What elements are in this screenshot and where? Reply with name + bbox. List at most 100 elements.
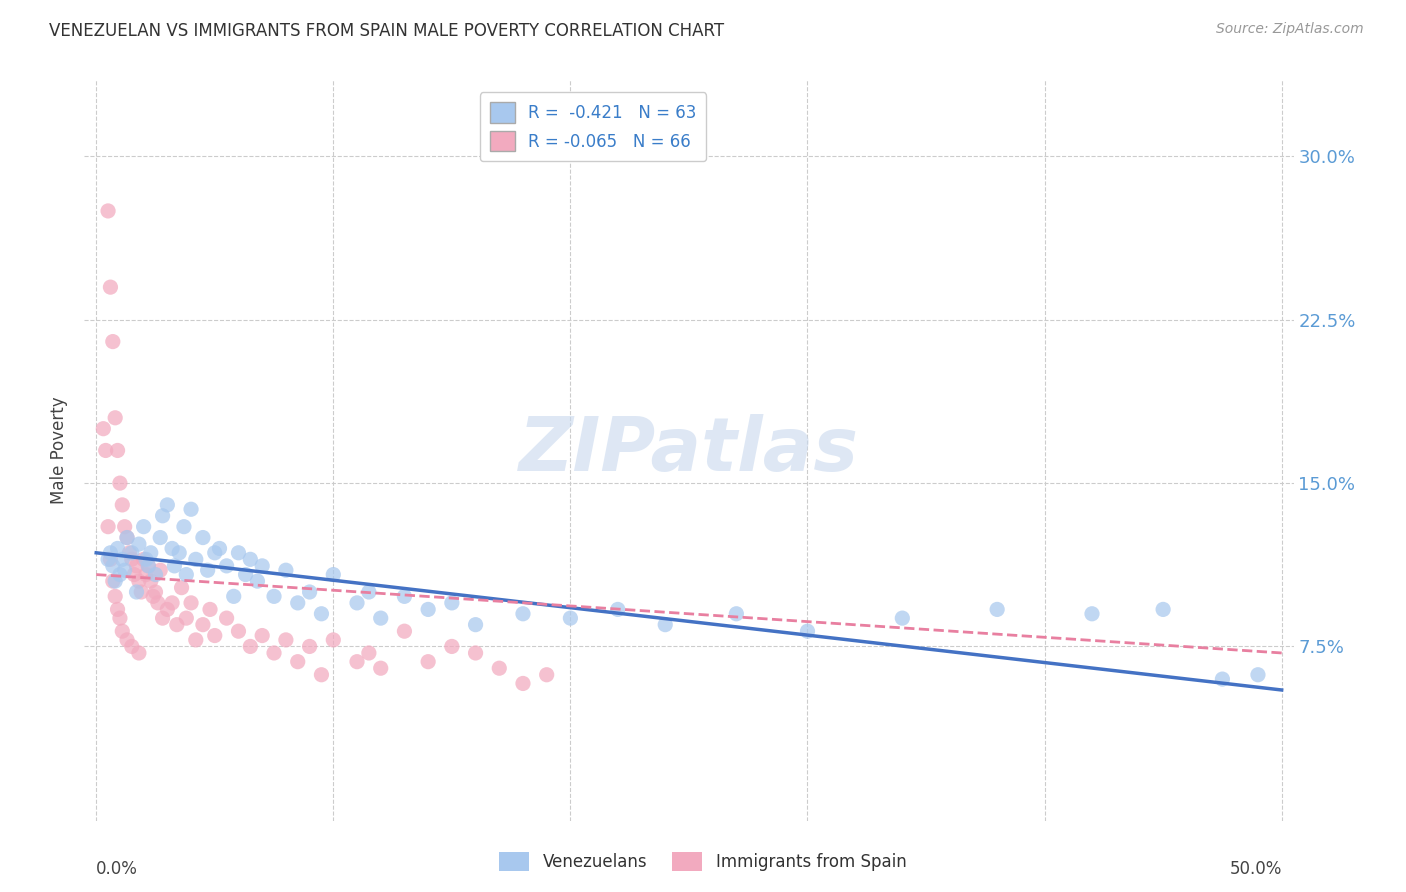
- Point: [208, 541, 231, 556]
- Point: [146, 596, 169, 610]
- Point: [1247, 667, 1270, 681]
- Point: [418, 655, 440, 669]
- Point: [156, 498, 179, 512]
- Point: [512, 676, 534, 690]
- Point: [91, 422, 114, 436]
- Point: [274, 632, 297, 647]
- Point: [115, 531, 138, 545]
- Point: [118, 546, 141, 560]
- Point: [100, 546, 122, 560]
- Point: [97, 552, 120, 566]
- Point: [222, 590, 245, 604]
- Point: [145, 567, 167, 582]
- Point: [1152, 602, 1174, 616]
- Point: [204, 546, 226, 560]
- Point: [228, 624, 250, 639]
- Point: [654, 617, 676, 632]
- Point: [180, 596, 202, 610]
- Point: [173, 519, 195, 533]
- Point: [176, 611, 198, 625]
- Point: [115, 531, 138, 545]
- Point: [274, 563, 297, 577]
- Point: [139, 574, 162, 588]
- Point: [170, 581, 193, 595]
- Point: [160, 541, 183, 556]
- Point: [115, 632, 138, 647]
- Point: [560, 611, 582, 625]
- Text: ZIPatlas: ZIPatlas: [519, 414, 859, 487]
- Point: [121, 552, 143, 566]
- Point: [263, 646, 285, 660]
- Point: [97, 203, 120, 218]
- Point: [198, 602, 221, 616]
- Point: [418, 602, 440, 616]
- Point: [536, 667, 558, 681]
- Point: [114, 519, 136, 533]
- Point: [1081, 607, 1104, 621]
- Point: [101, 558, 124, 573]
- Point: [104, 590, 127, 604]
- Point: [145, 585, 167, 599]
- Point: [139, 546, 162, 560]
- Point: [191, 531, 214, 545]
- Point: [215, 558, 238, 573]
- Point: [512, 607, 534, 621]
- Point: [204, 628, 226, 642]
- Point: [125, 558, 148, 573]
- Point: [394, 590, 416, 604]
- Point: [111, 624, 134, 639]
- Point: [440, 640, 463, 654]
- Point: [101, 574, 124, 588]
- Point: [311, 607, 333, 621]
- Point: [228, 546, 250, 560]
- Point: [357, 646, 380, 660]
- Point: [239, 552, 262, 566]
- Point: [135, 567, 157, 582]
- Point: [108, 611, 131, 625]
- Point: [104, 574, 127, 588]
- Point: [263, 590, 285, 604]
- Point: [235, 567, 257, 582]
- Point: [246, 574, 269, 588]
- Point: [891, 611, 914, 625]
- Point: [149, 531, 172, 545]
- Point: [128, 537, 150, 551]
- Point: [346, 596, 368, 610]
- Point: [440, 596, 463, 610]
- Legend: Venezuelans, Immigrants from Spain: Venezuelans, Immigrants from Spain: [491, 843, 915, 880]
- Point: [100, 552, 122, 566]
- Point: [166, 617, 188, 632]
- Point: [796, 624, 818, 639]
- Point: [986, 602, 1008, 616]
- Point: [606, 602, 628, 616]
- Y-axis label: Male Poverty: Male Poverty: [51, 397, 69, 504]
- Point: [160, 596, 183, 610]
- Text: 50.0%: 50.0%: [1229, 860, 1282, 878]
- Point: [142, 590, 165, 604]
- Point: [152, 611, 174, 625]
- Point: [111, 552, 134, 566]
- Point: [114, 563, 136, 577]
- Point: [100, 280, 122, 294]
- Point: [370, 661, 392, 675]
- Point: [298, 640, 321, 654]
- Point: [97, 519, 120, 533]
- Point: [101, 334, 124, 349]
- Point: [180, 502, 202, 516]
- Point: [135, 552, 157, 566]
- Legend: R =  -0.421   N = 63, R = -0.065   N = 66: R = -0.421 N = 63, R = -0.065 N = 66: [479, 92, 706, 161]
- Point: [464, 617, 486, 632]
- Point: [122, 567, 145, 582]
- Point: [129, 585, 152, 599]
- Point: [128, 646, 150, 660]
- Point: [163, 558, 186, 573]
- Point: [464, 646, 486, 660]
- Point: [152, 508, 174, 523]
- Point: [138, 558, 160, 573]
- Point: [107, 602, 129, 616]
- Point: [394, 624, 416, 639]
- Point: [121, 640, 143, 654]
- Text: Source: ZipAtlas.com: Source: ZipAtlas.com: [1216, 22, 1364, 37]
- Point: [111, 498, 134, 512]
- Point: [287, 596, 309, 610]
